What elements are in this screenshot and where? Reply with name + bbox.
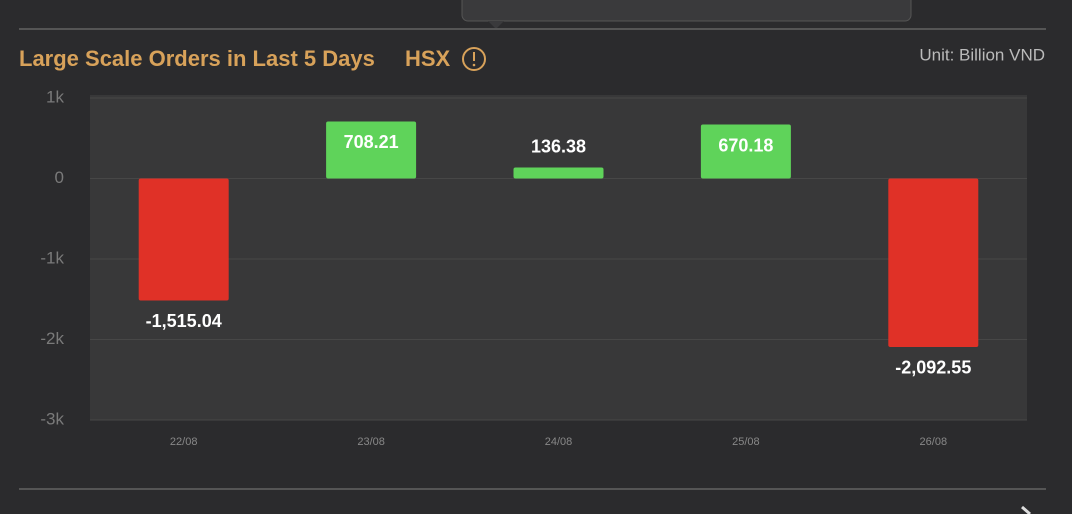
x-tick-label: 23/08 [357, 436, 385, 448]
info-icon[interactable] [462, 47, 486, 71]
tooltip-pointer [488, 21, 504, 29]
y-tick-label: -3k [40, 409, 64, 428]
y-tick-label: -2k [40, 329, 64, 348]
y-tick-label: 1k [46, 87, 64, 106]
chevron[interactable] [1021, 505, 1031, 514]
bar [888, 178, 979, 347]
tooltip [461, 0, 912, 22]
value-label: 708.21 [344, 132, 399, 152]
value-label: 136.38 [531, 136, 586, 156]
plot-area [90, 95, 1027, 420]
bar [138, 178, 229, 301]
bar [326, 121, 417, 179]
value-label: 670.18 [718, 135, 773, 155]
value-label: -1,515.04 [146, 311, 222, 331]
value-label: -2,092.55 [895, 358, 971, 378]
unit: Unit: Billion VND [919, 45, 1045, 64]
x-tick-label: 26/08 [920, 436, 948, 448]
title: Large Scale Orders in Last 5 Days [19, 46, 375, 71]
x-tick-label: 25/08 [732, 436, 760, 448]
y-tick-label: -1k [40, 248, 64, 267]
bar [513, 167, 604, 179]
x-tick-label: 22/08 [170, 436, 198, 448]
bar [700, 124, 791, 179]
y-tick-label: 0 [55, 168, 64, 187]
x-tick-label: 24/08 [545, 436, 573, 448]
exchange: HSX [405, 46, 451, 71]
